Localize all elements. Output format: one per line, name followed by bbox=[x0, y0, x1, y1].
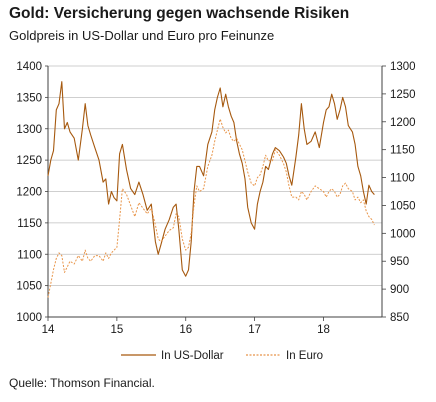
series-line-eur bbox=[47, 118, 375, 298]
y-right-tick-label: 850 bbox=[390, 312, 409, 324]
x-tick-label: 15 bbox=[110, 324, 123, 336]
axes: 1000 1050 1100 1150 1200 1250 1300 1350 1400 850 9… bbox=[16, 61, 415, 336]
y-left-tick-label: 1200 bbox=[16, 187, 42, 199]
y-right-tick-label: 950 bbox=[390, 256, 409, 268]
y-left-tick-label: 1000 bbox=[16, 312, 42, 324]
legend: In US-Dollar In Euro bbox=[121, 350, 323, 362]
x-tick-label: 16 bbox=[179, 324, 192, 336]
y-right-tick-label: 1100 bbox=[390, 173, 415, 185]
y-left-tick-label: 1300 bbox=[16, 124, 42, 136]
grid-lines bbox=[48, 65, 382, 287]
y-left-tick-label: 1150 bbox=[17, 218, 42, 230]
x-tick-label: 18 bbox=[317, 324, 330, 336]
source-note: Quelle: Thomson Financial. bbox=[9, 376, 155, 390]
y-right-tick-label: 1200 bbox=[390, 117, 416, 129]
y-right-tick-label: 1300 bbox=[390, 61, 416, 73]
chart-subtitle: Goldpreis in US-Dollar und Euro pro Fein… bbox=[9, 28, 275, 43]
y-right-tick-label: 1000 bbox=[390, 228, 416, 240]
legend-item-eur-label: In Euro bbox=[286, 350, 323, 362]
series-lines bbox=[47, 81, 375, 298]
y-left-tick-label: 1400 bbox=[16, 61, 42, 73]
series-line-usd bbox=[47, 81, 375, 277]
y-left-tick-label: 1050 bbox=[16, 281, 42, 293]
y-right-tick-label: 900 bbox=[390, 284, 409, 296]
y-right-tick-label: 1250 bbox=[390, 89, 416, 101]
y-left-tick-label: 1350 bbox=[16, 92, 42, 104]
x-tick-label: 17 bbox=[248, 324, 261, 336]
legend-item-usd-label: In US-Dollar bbox=[161, 350, 224, 362]
chart-title: Gold: Versicherung gegen wachsende Risik… bbox=[9, 5, 350, 22]
y-right-tick-label: 1150 bbox=[390, 145, 415, 157]
y-left-tick-label: 1100 bbox=[17, 249, 42, 261]
y-right-tick-label: 1050 bbox=[390, 200, 416, 212]
x-tick-label: 14 bbox=[42, 324, 55, 336]
y-left-tick-label: 1250 bbox=[16, 155, 42, 167]
